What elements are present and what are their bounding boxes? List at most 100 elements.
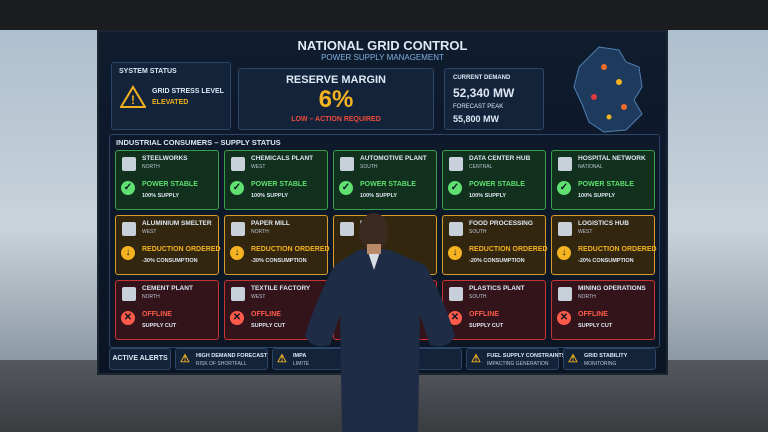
- status-icon: ✕: [448, 311, 462, 325]
- card-status: OFFLINE: [578, 311, 608, 318]
- alert-icon: ⚠: [568, 353, 578, 365]
- card-name: ALUMINIUM SMELTER: [142, 220, 212, 227]
- note: LOW – ACTION REQUIRED: [291, 116, 381, 123]
- card-status: POWER STABLE: [360, 181, 416, 188]
- svg-text:!: !: [131, 93, 135, 107]
- label: RESERVE MARGIN: [285, 74, 387, 86]
- alert-title: GRID STABILITY: [584, 353, 628, 359]
- value: 6%: [318, 86, 354, 113]
- alert-detail: IMPACTING GENERATION: [487, 361, 549, 367]
- card-name: TEXTILE FACTORY: [251, 285, 311, 292]
- card-status: POWER STABLE: [142, 181, 198, 188]
- card-region: SOUTH: [469, 294, 487, 300]
- person: [305, 213, 455, 432]
- card-detail: -20% CONSUMPTION: [578, 258, 634, 264]
- alert-icon: ⚠: [180, 353, 190, 365]
- card-icon: [340, 222, 354, 236]
- card-name: FOOD PROCESSING: [469, 220, 533, 227]
- card-name: HOSPITAL NETWORK: [578, 155, 646, 162]
- consumer-card: FOOD PROCESSING SOUTH ↓ Reduction Ordered -2…: [442, 215, 548, 275]
- title: NATIONAL GRID CONTROL: [297, 38, 468, 53]
- alert-detail: RISK OF SHORTFALL: [196, 361, 247, 367]
- card-name: LOGISTICS HUB: [578, 220, 629, 227]
- alert: ⚠ GRID STABILITY MONITORING: [563, 348, 656, 370]
- status-icon: ↓: [448, 246, 462, 260]
- status-icon: ↓: [121, 246, 135, 260]
- card-detail: 100% SUPPLY: [251, 193, 289, 199]
- status-icon: ↓: [230, 246, 244, 260]
- status-icon: ✕: [557, 311, 571, 325]
- alert-icon: ⚠: [471, 353, 481, 365]
- card-status: POWER STABLE: [251, 181, 307, 188]
- card-detail: 100% SUPPLY: [360, 193, 398, 199]
- peak-label: FORECAST PEAK: [453, 104, 504, 110]
- ceiling: [0, 0, 768, 30]
- card-status: Reduction Ordered: [578, 246, 657, 253]
- card-region: WEST: [251, 294, 266, 300]
- alert-title: IMPA: [293, 353, 307, 359]
- card-detail: SUPPLY CUT: [251, 323, 286, 329]
- consumer-card: PLASTICS PLANT SOUTH ✕ OFFLINE SUPPLY CUT: [442, 280, 546, 340]
- alert: ⚠ FUEL SUPPLY CONSTRAINTS IMPACTING GENERA…: [466, 348, 565, 370]
- left-window: [0, 30, 97, 360]
- right-window: [668, 30, 768, 360]
- status-icon: ✓: [448, 181, 462, 195]
- card-status: OFFLINE: [469, 311, 499, 318]
- card-icon: [449, 157, 463, 171]
- card-icon: [231, 287, 245, 301]
- warning-icon: !: [120, 85, 146, 108]
- card-region: WEST: [142, 229, 157, 235]
- card-icon: [449, 287, 463, 301]
- card-detail: 100% SUPPLY: [578, 193, 616, 199]
- card-status: POWER STABLE: [578, 181, 634, 188]
- card-detail: SUPPLY CUT: [578, 323, 613, 329]
- subtitle: POWER SUPPLY MANAGEMENT: [321, 53, 444, 62]
- card-icon: [122, 222, 136, 236]
- section-title: INDUSTRIAL CONSUMERS – SUPPLY STATUS: [116, 138, 281, 147]
- reserve-panel: RESERVE MARGIN 6% LOW – ACTION REQUIRED: [238, 68, 434, 130]
- card-detail: SUPPLY CUT: [469, 323, 504, 329]
- card-region: NATIONAL: [578, 164, 603, 170]
- card-detail: 100% SUPPLY: [469, 193, 507, 199]
- consumer-card: CEMENT PLANT NORTH ✕ OFFLINE SUPPLY CUT: [115, 280, 219, 340]
- alert-icon: ⚠: [277, 353, 287, 365]
- card-status: POWER STABLE: [469, 181, 525, 188]
- card-status: OFFLINE: [142, 311, 172, 318]
- value: 52,340 MW: [453, 86, 515, 100]
- map: [573, 46, 643, 133]
- card-icon: [340, 157, 354, 171]
- alerts-bar: ACTIVE ALERTS ⚠ HIGH DEMAND FORECAST RISK …: [109, 348, 658, 372]
- alert-title: HIGH DEMAND FORECAST: [196, 353, 268, 359]
- status-icon: ↓: [557, 246, 571, 260]
- status-icon: ✓: [557, 181, 571, 195]
- card-region: SOUTH: [469, 229, 487, 235]
- card-detail: 100% SUPPLY: [142, 193, 180, 199]
- label: SYSTEM STATUS: [119, 68, 177, 75]
- consumer-card: MINING OPERATIONS NORTH ✕ OFFLINE SUPPLY CUT: [551, 280, 655, 340]
- alerts-label: ACTIVE ALERTS: [109, 348, 171, 370]
- status-icon: ✓: [339, 181, 353, 195]
- card-detail: -30% CONSUMPTION: [142, 258, 198, 264]
- text: GRID STRESS LEVEL: [152, 88, 224, 95]
- card-status: Reduction Ordered: [251, 246, 330, 253]
- card-icon: [231, 222, 245, 236]
- card-icon: [449, 222, 463, 236]
- consumer-card: CHEMICALS PLANT WEST ✓ POWER STABLE 100% SUP…: [224, 150, 328, 210]
- card-name: DATA CENTER HUB: [469, 155, 531, 162]
- card-icon: [558, 157, 572, 171]
- consumer-card: LOGISTICS HUB WEST ↓ Reduction Ordered -20% …: [551, 215, 657, 275]
- status-icon: ✕: [121, 311, 135, 325]
- card-icon: [122, 157, 136, 171]
- card-region: NORTH: [142, 164, 160, 170]
- card-region: NORTH: [578, 294, 596, 300]
- card-status: OFFLINE: [251, 311, 281, 318]
- demand-panel: CURRENT DEMAND 52,340 MW FORECAST PEAK 5…: [444, 68, 544, 130]
- card-detail: -20% CONSUMPTION: [469, 258, 525, 264]
- status-icon: ✓: [121, 181, 135, 195]
- alert-detail: LIMITE: [293, 361, 310, 367]
- card-name: AUTOMOTIVE PLANT: [360, 155, 427, 162]
- card-region: SOUTH: [360, 164, 378, 170]
- consumer-card: DATA CENTER HUB CENTRAL ✓ POWER STABLE 100% …: [442, 150, 546, 210]
- alert-title: FUEL SUPPLY CONSTRAINTS: [487, 353, 566, 359]
